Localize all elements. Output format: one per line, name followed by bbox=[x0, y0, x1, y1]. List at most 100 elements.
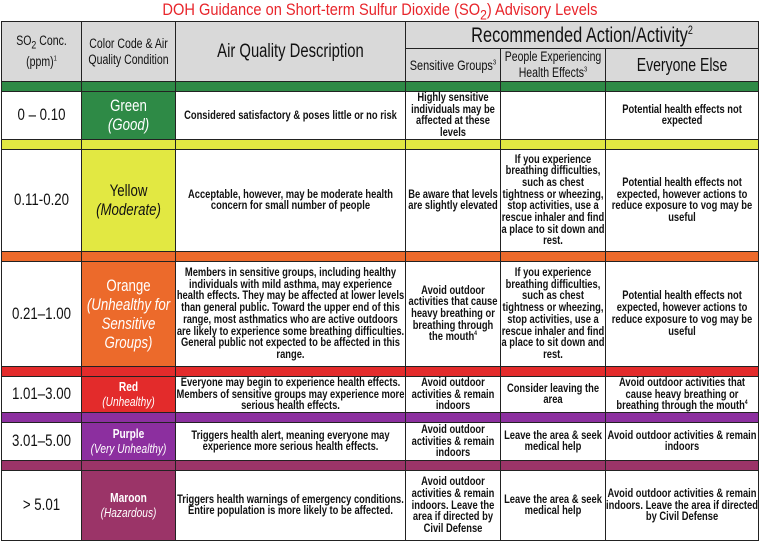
sensitive-groups-cell: Avoid outdoor activities & remain indoor… bbox=[405, 421, 501, 461]
color-band-cell bbox=[175, 459, 406, 471]
cell-text: Potential health effects not expected bbox=[607, 103, 758, 127]
text: SO bbox=[16, 33, 32, 49]
color-band-row bbox=[1, 81, 760, 92]
cell-text: Avoid outdoor activities & remain indoor… bbox=[407, 475, 500, 535]
sensitive-groups-cell: Highly sensitive individuals may be affe… bbox=[405, 91, 501, 140]
condition: (Very Unhealthy) bbox=[90, 441, 167, 457]
conc-cell: 3.01–5.00 bbox=[1, 421, 82, 461]
cell-text: Everyone may begin to experience health … bbox=[176, 376, 405, 413]
cell-text: Green (Good) bbox=[83, 96, 175, 135]
cell-text: Sensitive Groups3 bbox=[407, 57, 500, 73]
color-band-row bbox=[1, 138, 760, 150]
color-band-cell bbox=[604, 365, 760, 377]
color-code-cell: Orange (Unhealthy for Sensitive Groups) bbox=[81, 260, 176, 367]
people-health-effects-cell: Leave the area & seek medical help bbox=[500, 469, 606, 541]
text: Avoid outdoor activities & remain indoor… bbox=[411, 376, 495, 413]
text: Highly sensitive individuals may be affe… bbox=[411, 91, 495, 140]
level-name: Red bbox=[118, 379, 139, 395]
cell-text: Potential health effects not expected, h… bbox=[607, 174, 758, 225]
sensitive-groups-cell: Be aware that levels are slightly elevat… bbox=[405, 148, 501, 252]
color-band-row bbox=[1, 459, 760, 471]
color-band-cell bbox=[81, 250, 176, 262]
color-band-row bbox=[1, 250, 760, 262]
color-band-cell bbox=[604, 411, 760, 423]
color-band-cell bbox=[81, 81, 176, 92]
color-band-cell bbox=[175, 138, 406, 150]
title-text: DOH Guidance on Short-term Sulfur Dioxid… bbox=[162, 0, 481, 19]
color-band-cell bbox=[175, 365, 406, 377]
conc-cell: 0.11-0.20 bbox=[1, 148, 82, 252]
table-row: > 5.01 Maroon (Hazardous) Triggers health w… bbox=[1, 469, 760, 541]
text: Potential health effects not expected, h… bbox=[611, 288, 753, 338]
cell-text: Avoid outdoor activities that cause heav… bbox=[607, 377, 758, 411]
color-band-row bbox=[1, 365, 760, 377]
cell-text: Maroon (Hazardous) bbox=[83, 490, 175, 520]
condition: (Good) bbox=[107, 115, 150, 135]
cell-text: 3.01–5.00 bbox=[11, 431, 71, 451]
people-health-effects-cell: If you experience breathing difficulties… bbox=[500, 260, 606, 367]
color-band-cell bbox=[1, 365, 82, 377]
people-health-effects-cell: If you experience breathing difficulties… bbox=[500, 148, 606, 252]
text: 4 bbox=[474, 330, 478, 338]
color-band-row bbox=[1, 411, 760, 423]
text: 1 bbox=[53, 53, 57, 63]
cell-text: > 5.01 bbox=[22, 495, 61, 515]
table-row: 0.11-0.20 Yellow (Moderate) Acceptable, how… bbox=[1, 148, 760, 252]
color-band-cell bbox=[405, 81, 501, 92]
cell-text: Orange (Unhealthy for Sensitive Groups) bbox=[83, 275, 175, 352]
color-band-cell bbox=[500, 459, 606, 471]
color-band-cell bbox=[81, 138, 176, 150]
cell-text: Avoid outdoor activities & remain indoor… bbox=[407, 376, 500, 413]
description-cell: Members in sensitive groups, including h… bbox=[175, 260, 406, 367]
table-row: 3.01–5.00 Purple (Very Unhealthy) Triggers … bbox=[1, 421, 760, 461]
conc-cell: > 5.01 bbox=[1, 469, 82, 541]
title-subscript: 2 bbox=[480, 7, 487, 24]
table-row: 1.01–3.00 Red (Unhealthy) Everyone may begi… bbox=[1, 375, 760, 413]
color-band-cell bbox=[175, 411, 406, 423]
everyone-else-cell: Potential health effects not expected, h… bbox=[604, 148, 760, 252]
header-sensitive: Sensitive Groups3 bbox=[405, 48, 501, 82]
people-health-effects-cell bbox=[500, 91, 606, 140]
color-band-cell bbox=[604, 459, 760, 471]
color-band-cell bbox=[405, 250, 501, 262]
sensitive-groups-cell: Avoid outdoor activities that cause heav… bbox=[405, 260, 501, 367]
everyone-else-cell: Potential health effects not expected bbox=[604, 91, 760, 140]
cell-text: Color Code & Air Quality Condition bbox=[88, 35, 169, 67]
level-name: Yellow bbox=[109, 181, 148, 201]
header-description: Air Quality Description bbox=[175, 21, 406, 82]
text: Potential health effects not expected, h… bbox=[611, 174, 753, 225]
cell-text: Yellow (Moderate) bbox=[83, 181, 175, 220]
conc-cell: 1.01–3.00 bbox=[1, 375, 82, 413]
description-cell: Triggers health warnings of emergency co… bbox=[175, 469, 406, 541]
text: Avoid outdoor activities that cause heav… bbox=[408, 282, 498, 344]
color-band-cell bbox=[175, 250, 406, 262]
color-code-cell: Purple (Very Unhealthy) bbox=[81, 421, 176, 461]
conc-cell: 0 – 0.10 bbox=[1, 91, 82, 140]
everyone-else-cell: Avoid outdoor activities & remain indoor… bbox=[604, 469, 760, 541]
text: 3 bbox=[492, 57, 497, 67]
cell-text: Avoid outdoor activities that cause heav… bbox=[407, 282, 500, 344]
color-band-cell bbox=[500, 250, 606, 262]
condition: (Unhealthy for Sensitive Groups) bbox=[86, 294, 171, 352]
color-band-cell bbox=[405, 365, 501, 377]
sensitive-groups-cell: Avoid outdoor activities & remain indoor… bbox=[405, 375, 501, 413]
condition: (Moderate) bbox=[96, 200, 161, 220]
color-band-cell bbox=[604, 138, 760, 150]
color-band-cell bbox=[1, 81, 82, 92]
color-band-cell bbox=[604, 250, 760, 262]
color-band-cell bbox=[1, 138, 82, 150]
so2-advisory-table: SO2 Conc. (ppm)1 Color Code & Air Qualit… bbox=[1, 21, 760, 541]
cell-text: People Experiencing Health Effects3 bbox=[502, 49, 605, 81]
cell-text: Avoid outdoor activities & remain indoor… bbox=[407, 422, 500, 460]
header-people: People Experiencing Health Effects3 bbox=[500, 48, 606, 82]
color-code-cell: Maroon (Hazardous) bbox=[81, 469, 176, 541]
level-name: Orange bbox=[106, 275, 151, 295]
text: Avoid outdoor activities & remain indoor… bbox=[411, 422, 495, 460]
people-health-effects-cell: Consider leaving the area bbox=[500, 375, 606, 413]
color-code-cell: Green (Good) bbox=[81, 91, 176, 140]
header-color-code: Color Code & Air Quality Condition bbox=[81, 21, 176, 82]
header-conc: SO2 Conc. (ppm)1 bbox=[1, 21, 82, 82]
text: People Experiencing Health Effects bbox=[504, 49, 602, 81]
color-band-cell bbox=[500, 411, 606, 423]
cell-text: Acceptable, however, may be moderate hea… bbox=[188, 186, 393, 213]
